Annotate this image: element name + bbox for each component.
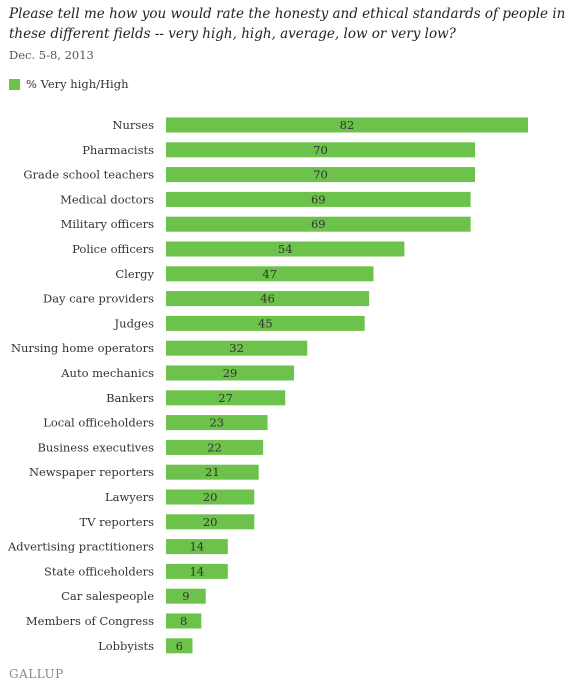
bar — [166, 638, 193, 654]
value-label: 27 — [218, 391, 233, 405]
value-label: 14 — [190, 540, 205, 554]
value-label: 20 — [203, 515, 218, 529]
bar — [166, 117, 528, 133]
category-label: Clergy — [115, 267, 154, 281]
category-label: Judges — [114, 316, 155, 330]
category-label: Grade school teachers — [23, 168, 154, 182]
category-label: State officeholders — [44, 564, 154, 578]
value-label: 32 — [229, 341, 244, 355]
bar — [166, 167, 476, 183]
category-label: Nursing home operators — [11, 341, 154, 355]
chart-subtitle: Dec. 5-8, 2013 — [9, 48, 94, 62]
value-label: 22 — [207, 440, 222, 454]
category-label: Local officeholders — [43, 416, 154, 430]
bar — [166, 588, 206, 604]
value-label: 14 — [190, 564, 205, 578]
bar — [166, 514, 255, 530]
legend-swatch — [9, 78, 20, 90]
value-label: 6 — [176, 639, 183, 653]
value-label: 70 — [313, 143, 328, 157]
category-label: Lobbyists — [98, 639, 154, 653]
value-label: 29 — [223, 366, 238, 380]
category-label: Medical doctors — [60, 192, 154, 206]
bar — [166, 365, 295, 381]
bar — [166, 464, 259, 480]
category-label: Car salespeople — [61, 589, 154, 603]
bar — [166, 266, 374, 282]
bar — [166, 315, 365, 331]
value-label: 82 — [340, 118, 355, 132]
bar — [166, 489, 255, 505]
category-label: TV reporters — [79, 515, 154, 529]
bar — [166, 390, 286, 406]
category-label: Police officers — [72, 242, 154, 256]
bar — [166, 340, 308, 356]
value-label: 46 — [260, 292, 275, 306]
chart-title: Please tell me how you would rate the ho… — [9, 6, 566, 42]
bar — [166, 439, 264, 455]
value-label: 70 — [313, 168, 328, 182]
value-label: 23 — [209, 416, 224, 430]
category-label: Bankers — [106, 391, 154, 405]
gallup-logo: GALLUP — [9, 667, 64, 681]
category-label: Pharmacists — [82, 143, 154, 157]
bar — [166, 191, 471, 207]
bar — [166, 415, 268, 431]
bar-chart: Nurses 82 Pharmacists 70 Grade school teache… — [7, 117, 528, 654]
bar — [166, 241, 405, 257]
value-label: 21 — [205, 465, 220, 479]
value-label: 69 — [311, 192, 326, 206]
category-label: Nurses — [112, 118, 154, 132]
category-label: Advertising practitioners — [7, 540, 154, 554]
value-label: 47 — [262, 267, 277, 281]
category-label: Members of Congress — [26, 614, 154, 628]
bar — [166, 142, 476, 158]
category-label: Auto mechanics — [60, 366, 154, 380]
bar — [166, 613, 202, 629]
bar — [166, 563, 228, 579]
bar — [166, 291, 370, 307]
category-label: Day care providers — [43, 292, 154, 306]
category-label: Military officers — [61, 217, 154, 231]
value-label: 54 — [278, 242, 293, 256]
value-label: 9 — [182, 589, 189, 603]
value-label: 45 — [258, 316, 273, 330]
category-label: Business executives — [37, 440, 154, 454]
bar — [166, 539, 228, 555]
bar — [166, 216, 471, 232]
legend-label: % Very high/High — [26, 77, 129, 91]
value-label: 20 — [203, 490, 218, 504]
category-label: Newspaper reporters — [29, 465, 154, 479]
value-label: 69 — [311, 217, 326, 231]
value-label: 8 — [180, 614, 187, 628]
legend: % Very high/High — [9, 77, 129, 91]
category-label: Lawyers — [105, 490, 154, 504]
